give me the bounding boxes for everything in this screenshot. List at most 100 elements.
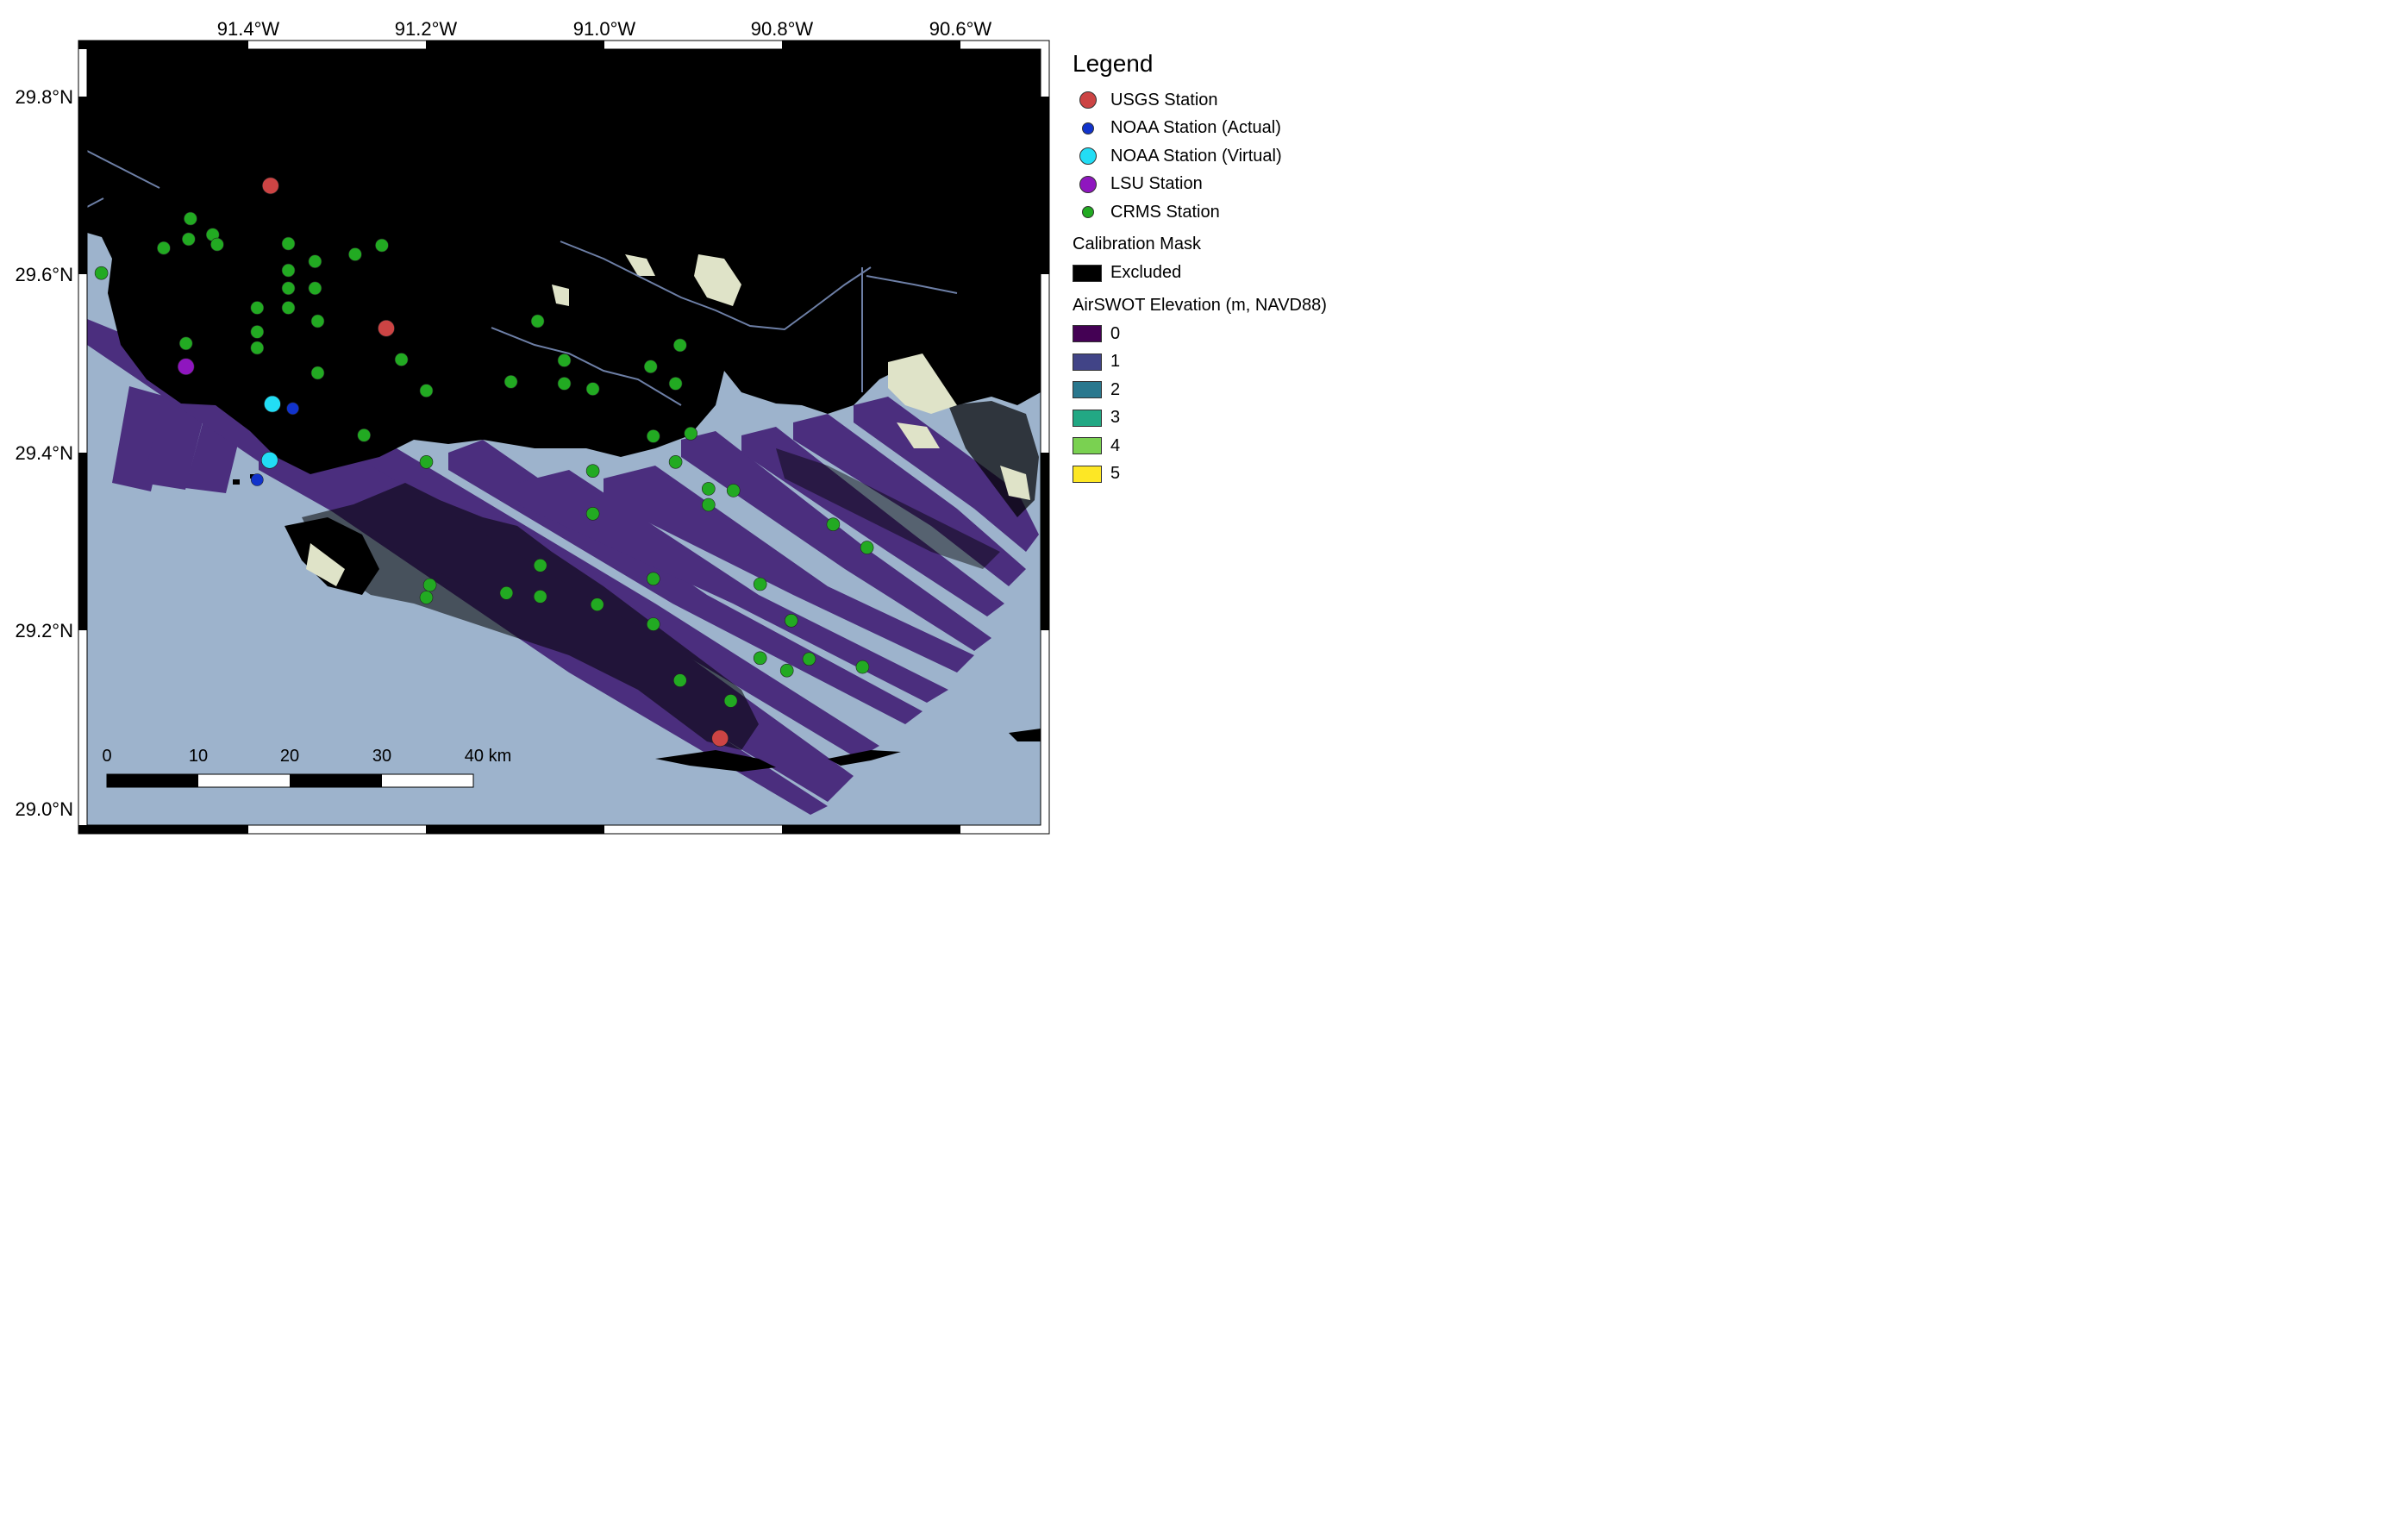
crms-station-marker [308,281,322,296]
crms-station-marker [585,506,600,521]
elevation-swatch [1073,437,1102,455]
legend-marker [1073,175,1110,193]
bare-land [306,254,1030,586]
lsu-station-marker [177,358,195,376]
legend-item-label: 5 [1110,464,1121,484]
calibration-mask-excluded [87,49,1041,772]
crms-station-marker [802,652,816,666]
stations-layer [94,177,874,748]
crms-station-marker [375,238,389,253]
lat-label: 29.6°N [15,264,73,285]
legend-item-label: 4 [1110,435,1121,455]
lon-label: 91.0°W [573,18,636,40]
crms-station-marker [668,454,683,469]
legend-marker [1073,91,1110,109]
crms-station-marker [182,232,196,247]
legend-elevation-item: 2 [1073,376,1348,404]
crms-station-marker [394,353,409,366]
crms-station-marker [281,281,296,296]
crms-station-marker [250,341,265,355]
legend-item-label: CRMS Station [1110,202,1220,222]
crms-station-marker [646,429,660,443]
legend-dot-icon [1079,175,1097,193]
lon-label: 91.4°W [217,18,280,40]
legend-marker [1073,206,1110,219]
crms-station-marker [701,497,716,512]
crms-station-marker [753,577,767,591]
legend-elevation-items: 0 1 2 3 4 5 [1073,320,1348,488]
noaa-virtual-station-marker [264,395,281,413]
longitude-labels: 91.4°W 91.2°W 91.0°W 90.8°W 90.6°W [217,18,992,40]
noaa-actual-station-marker [250,473,264,486]
crms-station-marker [646,572,660,586]
legend-item-label: USGS Station [1110,90,1218,109]
elevation-swatch [1073,353,1102,371]
crms-station-marker [210,237,224,252]
channels [87,150,958,406]
legend-elevation-item: 1 [1073,348,1348,377]
legend-item-label: NOAA Station (Actual) [1110,118,1281,138]
crms-station-marker [157,241,171,255]
crms-station-marker [357,428,372,442]
crms-station-marker [281,301,296,315]
crms-station-marker [860,541,874,554]
crms-station-marker [281,236,296,251]
crms-station-marker [178,336,193,351]
crms-station-marker [672,338,687,353]
crms-station-marker [726,484,741,497]
lat-label: 29.2°N [15,620,73,641]
legend-item: USGS Station [1073,86,1348,115]
crms-station-marker [250,325,265,339]
scale-label-0: 0 [102,747,111,766]
crms-station-marker [281,263,296,278]
scale-label-20: 20 [280,747,299,766]
legend-elevation-item: 3 [1073,404,1348,433]
legend-elevation-item: 5 [1073,460,1348,489]
crms-station-marker [590,597,604,612]
legend-elevation-item: 0 [1073,320,1348,348]
crms-station-marker [419,591,434,604]
crms-station-marker [503,374,518,389]
crms-station-marker [533,558,547,572]
crms-station-marker [557,377,572,391]
legend-item-excluded: Excluded [1073,260,1348,288]
legend-point-items: USGS Station NOAA Station (Actual) NOAA St… [1073,86,1348,227]
legend-title: Legend [1073,50,1154,77]
legend-elevation-title: AirSWOT Elevation (m, NAVD88) [1073,295,1327,315]
legend-marker [1073,147,1110,166]
crms-station-marker [348,247,362,261]
legend-item-label: Excluded [1110,263,1182,283]
map-figure: 0 10 20 30 40 km 91.4°W 91.2°W 91.0°W 90… [15,18,1050,835]
elevation-swatch [1073,325,1102,343]
legend-item-label: NOAA Station (Virtual) [1110,146,1282,166]
latitude-labels: 29.8°N 29.6°N 29.4°N 29.2°N 29.0°N [15,86,73,820]
legend-elevation-item: 4 [1073,432,1348,460]
crms-station-marker [310,314,325,328]
legend-item-label: LSU Station [1110,174,1203,194]
crms-station-marker [646,617,660,631]
crms-station-marker [422,578,437,592]
legend-item-label: 0 [1110,323,1121,343]
crms-station-marker [530,314,545,328]
crms-station-marker [684,426,698,441]
legend-dot-icon [1079,147,1097,166]
crms-station-marker [701,482,716,496]
lon-label: 91.2°W [395,18,458,40]
map-canvas: 0 10 20 30 40 km [87,49,1041,825]
scale-label-40km: 40 km [465,747,511,766]
legend-dot-icon [1082,122,1094,135]
crms-station-marker [723,694,738,708]
crms-station-marker [310,366,325,380]
crms-station-marker [419,454,434,469]
crms-station-marker [499,585,514,600]
crms-station-marker [643,360,658,374]
legend: Legend USGS Station NOAA Station (Actual)… [1073,50,1348,488]
crms-station-marker [94,266,109,280]
legend-marker [1073,122,1110,135]
crms-station-marker [585,382,600,396]
crms-station-marker [826,517,841,532]
excluded-swatch [1073,264,1102,282]
noaa-actual-station-marker [286,402,299,416]
lon-label: 90.6°W [929,18,992,40]
legend-item: LSU Station [1073,171,1348,199]
